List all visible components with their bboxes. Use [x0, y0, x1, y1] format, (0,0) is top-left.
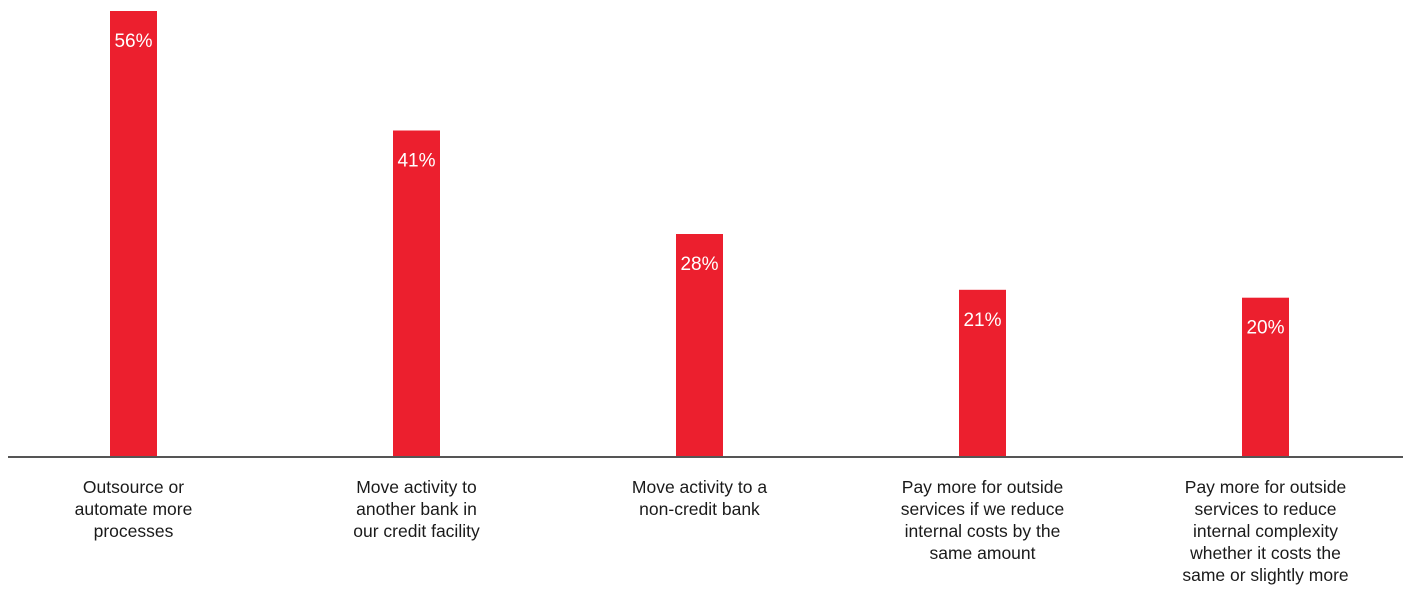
category-label-line: Pay more for outside	[901, 477, 1064, 497]
category-label-line: processes	[93, 521, 174, 541]
category-label-line: whether it costs the	[1190, 543, 1341, 563]
category-label-line: Move activity to a	[631, 477, 768, 497]
category-label-2: Move activity to another bank in our credi…	[297, 476, 537, 542]
category-label-line: services to reduce	[1194, 499, 1337, 519]
category-label-4: Pay more for outside services if we reduc…	[863, 476, 1103, 564]
data-label-4: 21%	[963, 310, 1001, 331]
category-label-line: another bank in	[356, 499, 477, 519]
category-label-line: same amount	[929, 543, 1036, 563]
category-label-line: non-credit bank	[639, 499, 760, 519]
category-label-line: automate more	[74, 499, 193, 519]
category-label-line: Move activity to	[356, 477, 477, 497]
category-label-3: Move activity to a non-credit bank	[580, 476, 820, 520]
data-label-5: 20%	[1246, 318, 1284, 339]
bar-4	[959, 289, 1006, 458]
bar-2	[393, 130, 440, 457]
data-label-2: 41%	[397, 151, 435, 172]
category-label-line: Outsource or	[82, 477, 185, 497]
category-label-line: our credit facility	[353, 521, 480, 541]
bar-3	[676, 234, 723, 457]
bar-1	[110, 11, 157, 457]
category-label-line: same or slightly more	[1182, 565, 1349, 585]
data-label-1: 56%	[114, 31, 152, 52]
category-label-line: Pay more for outside	[1184, 477, 1347, 497]
category-label-5: Pay more for outside services to reduce in…	[1146, 476, 1386, 586]
data-label-3: 28%	[680, 254, 718, 275]
category-label-1: Outsource or automate more processes	[14, 476, 254, 542]
category-label-line: services if we reduce	[900, 499, 1065, 519]
bar-5	[1242, 297, 1289, 457]
category-label-line: internal complexity	[1193, 521, 1338, 541]
category-label-line: internal costs by the	[904, 521, 1061, 541]
